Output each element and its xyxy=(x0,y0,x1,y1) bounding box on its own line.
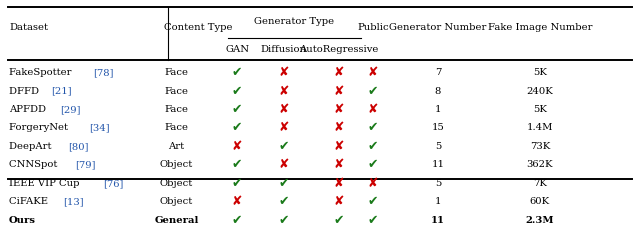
Text: Fake Image Number: Fake Image Number xyxy=(488,23,592,32)
Text: 1: 1 xyxy=(435,196,441,205)
Text: ✘: ✘ xyxy=(334,139,344,152)
Text: ✔: ✔ xyxy=(367,84,378,97)
Text: ✔: ✔ xyxy=(278,176,289,189)
Text: 2.3M: 2.3M xyxy=(525,215,554,224)
Text: 73K: 73K xyxy=(530,141,550,150)
Text: ✔: ✔ xyxy=(232,176,243,189)
Text: IEEE VIP Cup: IEEE VIP Cup xyxy=(9,178,83,187)
Text: 240K: 240K xyxy=(527,86,553,95)
Text: Face: Face xyxy=(164,105,189,114)
Text: DeepArt: DeepArt xyxy=(9,141,54,150)
Text: Object: Object xyxy=(160,178,193,187)
Text: 1: 1 xyxy=(435,105,441,114)
Text: Art: Art xyxy=(168,141,185,150)
Text: 362K: 362K xyxy=(527,160,553,169)
Text: ✘: ✘ xyxy=(334,103,344,115)
Text: ✘: ✘ xyxy=(278,158,289,171)
Text: Face: Face xyxy=(164,123,189,132)
Text: ✘: ✘ xyxy=(278,66,289,79)
Text: ✔: ✔ xyxy=(232,213,243,225)
Text: 15: 15 xyxy=(431,123,444,132)
Text: ✘: ✘ xyxy=(367,176,378,189)
Text: ✔: ✔ xyxy=(334,213,344,225)
Text: [34]: [34] xyxy=(89,123,109,132)
Text: 5: 5 xyxy=(435,141,441,150)
Text: ✘: ✘ xyxy=(334,158,344,171)
Text: ✔: ✔ xyxy=(367,158,378,171)
Text: ✘: ✘ xyxy=(334,84,344,97)
Text: [76]: [76] xyxy=(104,178,124,187)
Text: ✘: ✘ xyxy=(334,121,344,134)
Text: ✘: ✘ xyxy=(278,121,289,134)
Text: General: General xyxy=(154,215,199,224)
Text: 11: 11 xyxy=(431,160,444,169)
Text: 60K: 60K xyxy=(530,196,550,205)
Text: GAN: GAN xyxy=(225,45,249,54)
Text: [78]: [78] xyxy=(93,68,114,77)
Text: AutoRegressive: AutoRegressive xyxy=(300,45,379,54)
Text: ✘: ✘ xyxy=(367,66,378,79)
Text: 5K: 5K xyxy=(533,105,547,114)
Text: ✘: ✘ xyxy=(278,103,289,115)
Text: ✔: ✔ xyxy=(232,121,243,134)
Text: ✔: ✔ xyxy=(232,103,243,115)
Text: ✔: ✔ xyxy=(278,139,289,152)
Text: CNNSpot: CNNSpot xyxy=(9,160,61,169)
Text: ✔: ✔ xyxy=(232,84,243,97)
Text: ✘: ✘ xyxy=(232,194,243,207)
Text: ✔: ✔ xyxy=(232,66,243,79)
Text: Generator Type: Generator Type xyxy=(255,17,335,26)
Text: ✔: ✔ xyxy=(367,121,378,134)
Text: Face: Face xyxy=(164,68,189,77)
Text: [80]: [80] xyxy=(68,141,88,150)
Text: 7: 7 xyxy=(435,68,441,77)
Text: 1.4M: 1.4M xyxy=(527,123,553,132)
Text: ✔: ✔ xyxy=(367,213,378,225)
Text: 7K: 7K xyxy=(533,178,547,187)
Text: ✘: ✘ xyxy=(278,84,289,97)
Text: 11: 11 xyxy=(431,215,445,224)
Text: APFDD: APFDD xyxy=(9,105,49,114)
Text: ✔: ✔ xyxy=(367,139,378,152)
Text: ✘: ✘ xyxy=(367,103,378,115)
Text: FakeSpotter: FakeSpotter xyxy=(9,68,75,77)
Text: ✔: ✔ xyxy=(278,194,289,207)
Text: Face: Face xyxy=(164,86,189,95)
Text: [21]: [21] xyxy=(52,86,72,95)
Text: [29]: [29] xyxy=(61,105,81,114)
Text: ✘: ✘ xyxy=(232,139,243,152)
Text: [13]: [13] xyxy=(63,196,84,205)
Text: ✘: ✘ xyxy=(334,194,344,207)
Text: ✘: ✘ xyxy=(334,176,344,189)
Text: DFFD: DFFD xyxy=(9,86,42,95)
Text: Ours: Ours xyxy=(9,215,36,224)
Text: ✔: ✔ xyxy=(367,194,378,207)
Text: ✔: ✔ xyxy=(278,213,289,225)
Text: Object: Object xyxy=(160,160,193,169)
Text: Public: Public xyxy=(357,23,388,32)
Text: CiFAKE: CiFAKE xyxy=(9,196,51,205)
Text: Diffusion: Diffusion xyxy=(260,45,307,54)
Text: 5: 5 xyxy=(435,178,441,187)
Text: 8: 8 xyxy=(435,86,441,95)
Text: 5K: 5K xyxy=(533,68,547,77)
Text: Content Type: Content Type xyxy=(164,23,232,32)
Text: Object: Object xyxy=(160,196,193,205)
Text: [79]: [79] xyxy=(75,160,96,169)
Text: Dataset: Dataset xyxy=(9,23,48,32)
Text: ForgeryNet: ForgeryNet xyxy=(9,123,71,132)
Text: Generator Number: Generator Number xyxy=(389,23,486,32)
Text: ✔: ✔ xyxy=(232,158,243,171)
Text: ✘: ✘ xyxy=(334,66,344,79)
